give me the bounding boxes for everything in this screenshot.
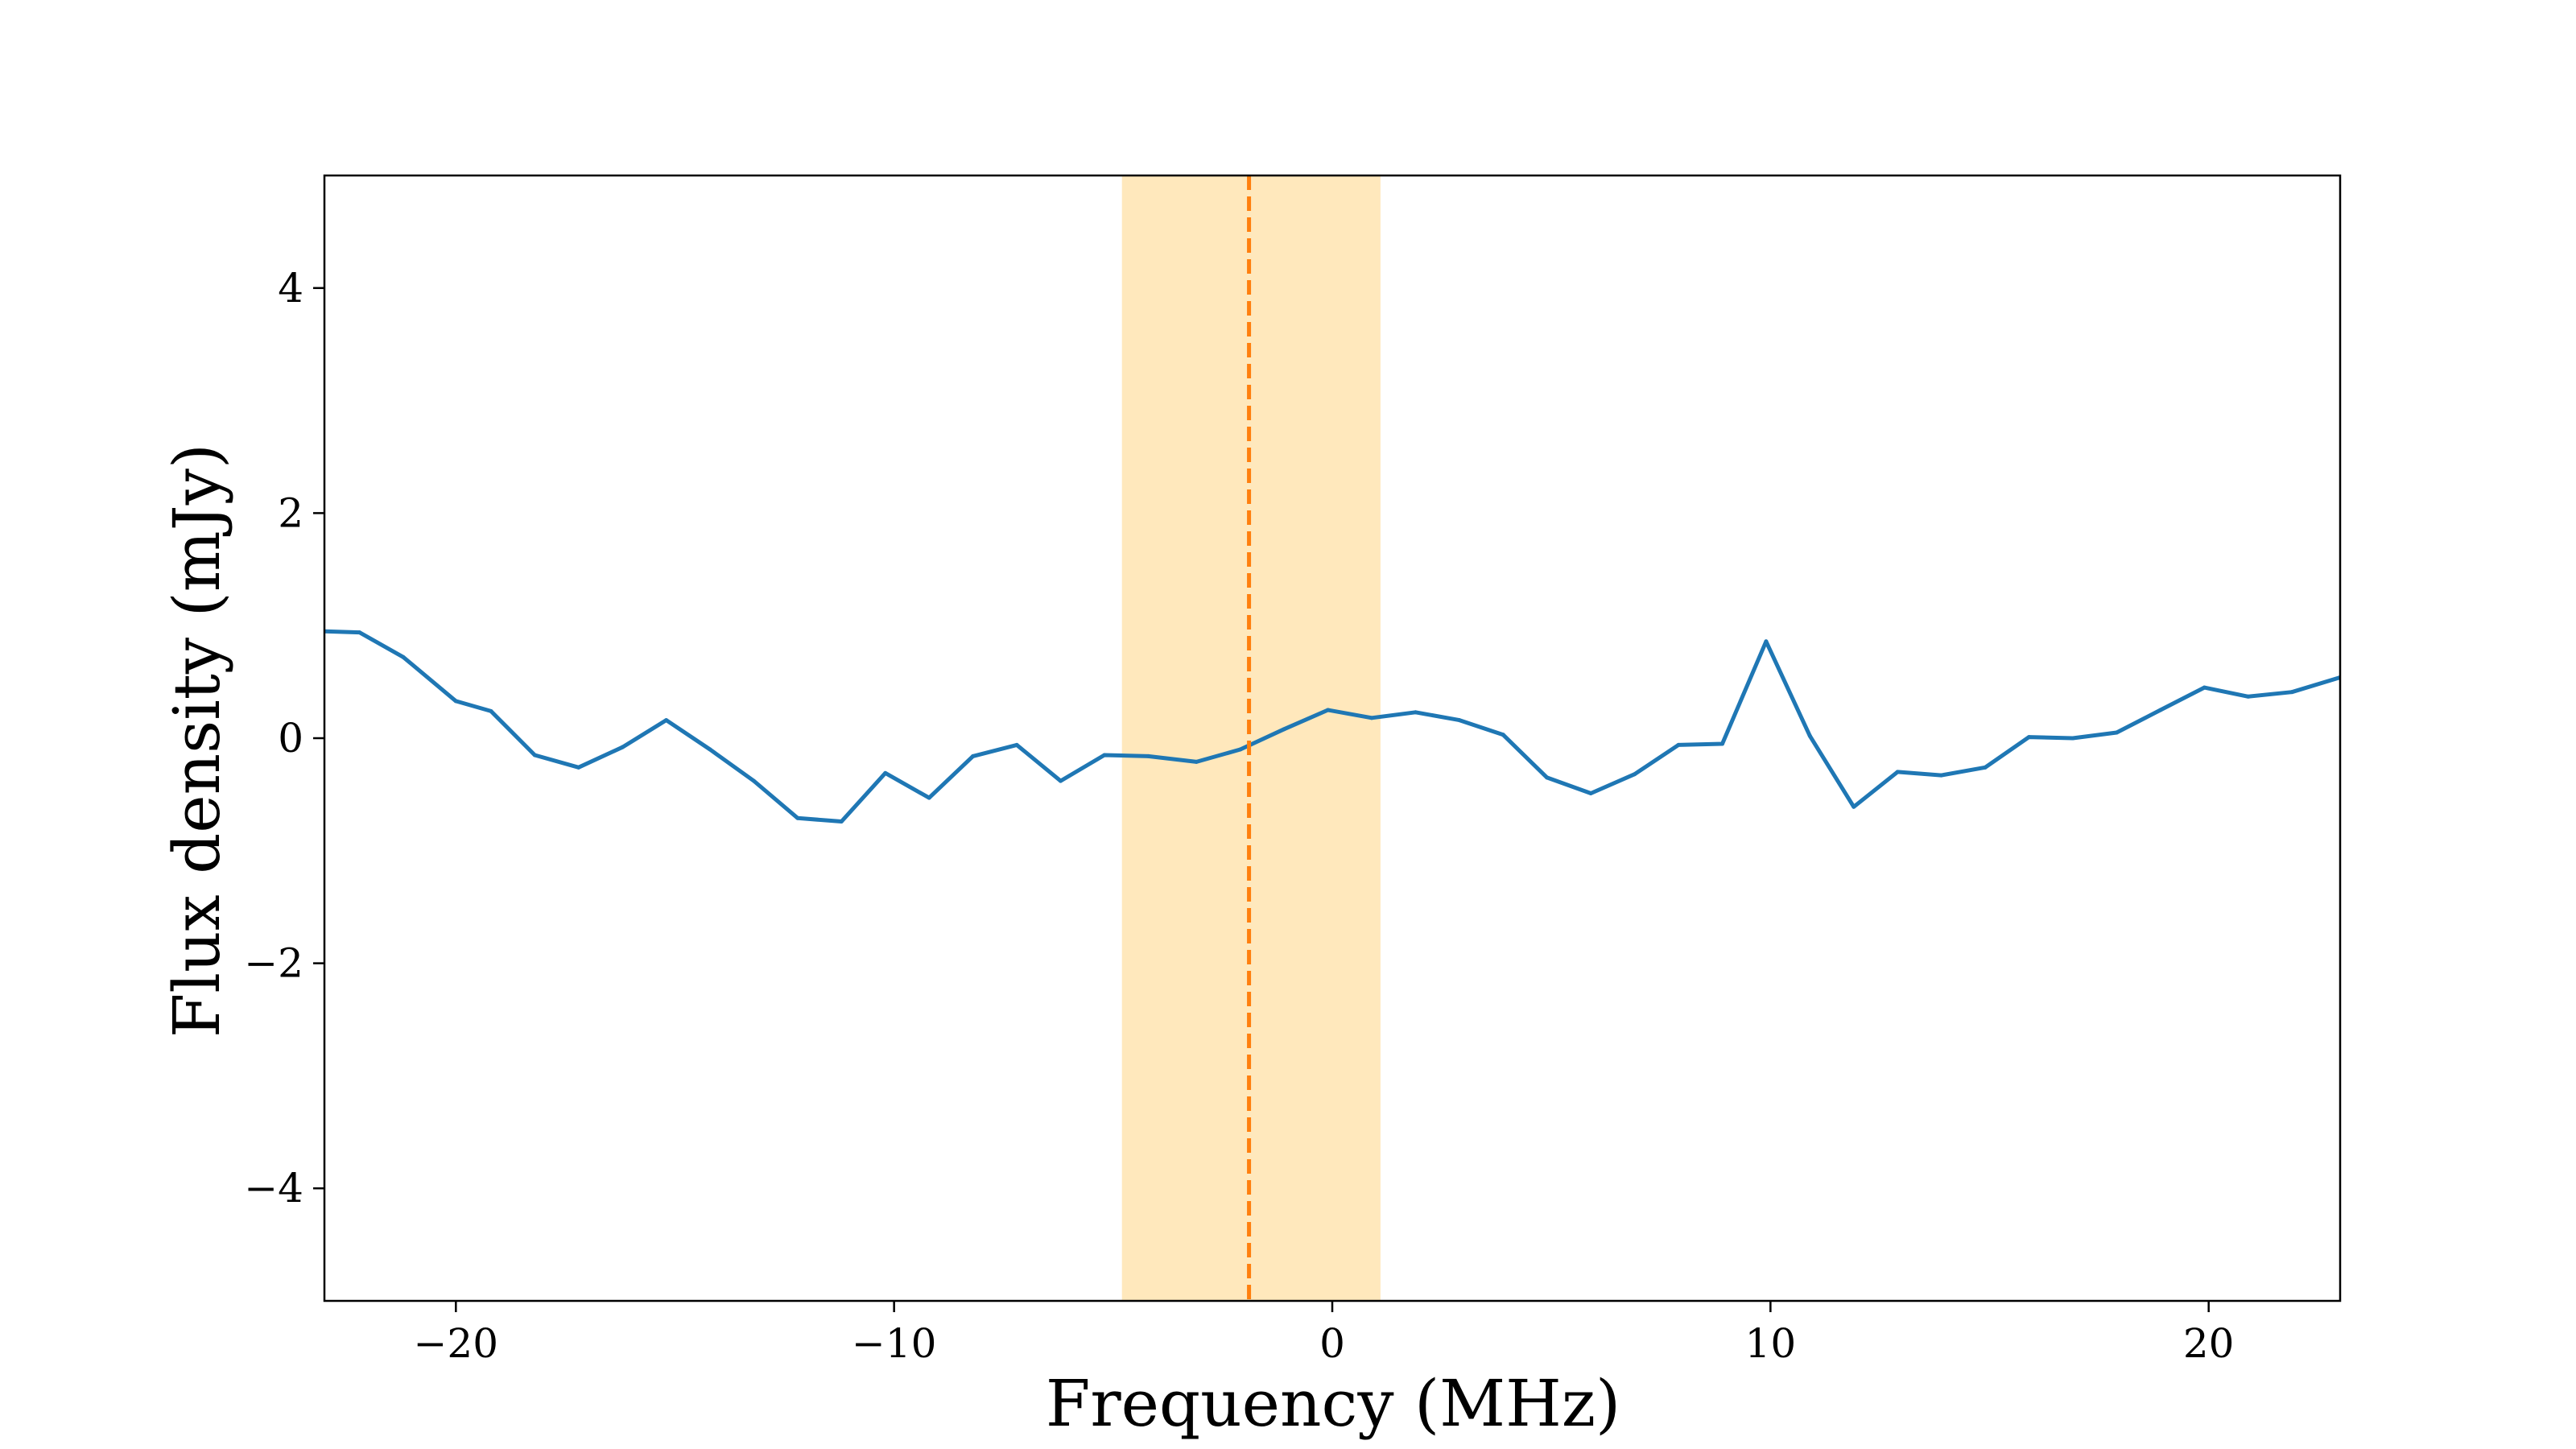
data-point xyxy=(751,778,756,783)
x-tick-label: 20 xyxy=(2183,1320,2235,1367)
data-point xyxy=(795,815,800,820)
data-point xyxy=(453,699,458,704)
data-point xyxy=(1102,753,1107,758)
y-tick-label: −4 xyxy=(244,1165,303,1212)
data-point xyxy=(2246,694,2251,699)
data-point xyxy=(1983,765,1988,770)
data-point xyxy=(664,718,669,723)
plot-area xyxy=(324,175,2340,1301)
x-axis-label: Frequency (MHz) xyxy=(1046,1366,1620,1441)
data-point xyxy=(1501,733,1505,737)
data-point xyxy=(2202,685,2207,690)
data-point xyxy=(1413,710,1418,715)
y-axis-label: Flux density (mJy) xyxy=(159,444,234,1038)
data-point xyxy=(489,708,493,713)
data-point xyxy=(1807,733,1812,738)
data-point xyxy=(1457,718,1462,723)
data-point xyxy=(1764,639,1769,644)
y-tick-label: 0 xyxy=(278,715,303,762)
data-point xyxy=(1369,716,1374,720)
data-point xyxy=(971,753,976,758)
data-point xyxy=(1588,791,1593,796)
data-point xyxy=(708,747,712,752)
data-point xyxy=(839,819,844,824)
data-point xyxy=(1326,708,1331,712)
data-point xyxy=(883,770,888,775)
data-point xyxy=(2027,735,2032,740)
y-tick-label: 4 xyxy=(278,265,303,312)
x-tick-label: 10 xyxy=(1745,1320,1797,1367)
data-point xyxy=(1895,770,1900,774)
plot-content xyxy=(324,175,2340,1301)
data-point xyxy=(1545,775,1550,780)
data-point xyxy=(2158,708,2163,712)
data-point xyxy=(1238,747,1243,752)
data-point xyxy=(1676,742,1681,747)
data-point xyxy=(1282,727,1286,732)
highlight-band xyxy=(1121,175,1381,1301)
data-point xyxy=(532,753,537,758)
data-point xyxy=(2289,690,2294,695)
data-point xyxy=(1059,778,1063,783)
data-point xyxy=(1939,773,1944,778)
data-point xyxy=(1852,804,1856,809)
data-point xyxy=(2070,736,2075,741)
y-tick-label: 2 xyxy=(278,489,303,536)
data-point xyxy=(576,765,581,770)
data-point xyxy=(927,795,931,800)
data-point xyxy=(1146,753,1150,758)
x-tick-label: −10 xyxy=(852,1320,937,1367)
y-tick-label: −2 xyxy=(244,940,303,987)
data-point xyxy=(1014,742,1019,747)
x-tick-label: 0 xyxy=(1319,1320,1345,1367)
data-point xyxy=(620,745,625,749)
data-point xyxy=(2114,730,2119,735)
data-point xyxy=(401,654,406,659)
x-tick-label: −20 xyxy=(414,1320,499,1367)
data-point xyxy=(1633,772,1637,777)
data-point xyxy=(1719,741,1724,746)
data-point xyxy=(357,630,362,635)
data-point xyxy=(1194,759,1199,764)
